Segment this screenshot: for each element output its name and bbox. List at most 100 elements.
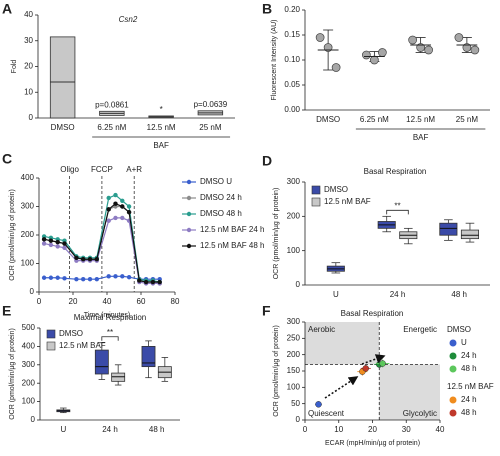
legend-title: 12.5 nM BAF: [447, 382, 494, 391]
point: [106, 207, 111, 212]
x-tick-label: 10: [334, 425, 343, 434]
x-tick-label: 0: [303, 425, 308, 434]
y-tick-label: 400: [22, 342, 36, 351]
point: [143, 279, 149, 285]
series-line: [43, 217, 160, 285]
point: [48, 275, 54, 280]
legend-title: DMSO: [447, 325, 471, 334]
y-tick-label: 0: [296, 415, 301, 424]
y-tick-label: 0.00: [284, 105, 300, 114]
x-tick-label: 24 h: [390, 290, 406, 299]
legend-marker: [449, 352, 457, 360]
point: [62, 245, 67, 251]
y-axis-label: OCR (pmol/min/µg of protein): [9, 328, 16, 420]
y-axis-label: OCR (pmol/min/µg of protein): [273, 325, 280, 417]
panel-letter: C: [2, 151, 12, 167]
y-tick-label: 50: [291, 399, 300, 408]
point: [48, 238, 54, 243]
quadrant-label: Quiescent: [308, 409, 345, 418]
point: [106, 195, 111, 201]
dot: [370, 55, 379, 65]
y-tick-label: 40: [24, 10, 33, 19]
chart-title: Csn2: [119, 15, 138, 24]
dot: [454, 33, 464, 42]
point: [94, 257, 100, 262]
y-tick-label: 500: [22, 323, 36, 332]
dot: [362, 50, 371, 60]
y-tick-label: 0: [31, 415, 36, 424]
y-tick-label: 0.20: [284, 5, 300, 14]
chart-title: Basal Respiration: [341, 309, 404, 318]
point: [55, 275, 60, 280]
y-tick-label: 20: [24, 62, 33, 71]
injection-label: Oligo: [60, 165, 79, 174]
x-tick-label: 20: [69, 297, 78, 306]
point: [126, 210, 132, 215]
point: [106, 274, 111, 279]
chart-title: Basal Respiration: [364, 167, 427, 176]
y-axis-label: Fluorescent Intensity (AU): [271, 20, 278, 101]
y-tick-label: 0.05: [284, 80, 300, 89]
box: [460, 229, 479, 240]
point: [126, 274, 132, 280]
point: [87, 276, 93, 282]
background-layer: [305, 322, 440, 420]
y-tick-label: 200: [21, 230, 35, 239]
dot: [470, 45, 480, 55]
x-axis-label: ECAR (mpH/min/µg of protein): [325, 440, 420, 447]
panel-letter: B: [262, 1, 272, 17]
x-tick-label: 48 h: [451, 290, 467, 299]
y-tick-label: 0: [29, 113, 34, 122]
point: [315, 401, 322, 408]
annotation: **: [394, 201, 400, 210]
legend-label: 48 h: [461, 408, 477, 417]
y-tick-label: 200: [22, 378, 36, 387]
y-tick-label: 200: [287, 211, 301, 220]
point: [41, 237, 47, 242]
range-bar: [49, 36, 76, 119]
x-tick-label: 40: [103, 297, 112, 306]
legend-swatch: [46, 341, 56, 351]
y-tick-label: 0.15: [284, 30, 300, 39]
y-tick-label: 400: [21, 173, 35, 182]
point: [150, 279, 156, 285]
x-tick-label: 25 nM: [456, 115, 479, 124]
point: [120, 215, 125, 221]
series-line: [43, 194, 160, 283]
panel-letter: D: [262, 153, 272, 169]
point: [157, 279, 162, 285]
legend-label: 12.5 nM BAF 24 h: [200, 225, 264, 234]
x-tick-label: 12.5 nM: [406, 115, 435, 124]
x-axis-label: Time (minutes): [84, 312, 130, 319]
x-tick-label: 0: [37, 297, 42, 306]
y-tick-label: 300: [287, 177, 301, 186]
legend-label: 24 h: [461, 395, 477, 404]
x-tick-label: DMSO: [51, 123, 75, 132]
point: [55, 244, 60, 249]
legend-marker: [186, 243, 192, 249]
dot: [424, 45, 433, 55]
point: [48, 242, 54, 248]
panel-letter: E: [2, 303, 11, 319]
dot: [315, 33, 325, 42]
point: [113, 201, 118, 206]
point: [41, 241, 47, 246]
quadrant-label: Energetic: [403, 325, 437, 334]
y-tick-label: 30: [24, 36, 33, 45]
dot: [408, 35, 417, 45]
point: [62, 276, 67, 281]
y-tick-label: 300: [21, 202, 35, 211]
quadrant-label: Glycolytic: [403, 409, 437, 418]
point: [137, 278, 142, 283]
legend-label: 12.5 nM BAF: [59, 341, 106, 350]
x-tick-label: 6.25 nM: [97, 123, 126, 132]
annotation: p=0.0639: [194, 100, 228, 109]
point: [94, 276, 100, 282]
point: [74, 255, 79, 260]
legend-label: DMSO: [324, 185, 348, 194]
legend-marker: [449, 365, 457, 373]
y-tick-label: 100: [22, 397, 36, 406]
x-tick-label: 30: [402, 425, 411, 434]
legend-marker: [449, 339, 457, 347]
